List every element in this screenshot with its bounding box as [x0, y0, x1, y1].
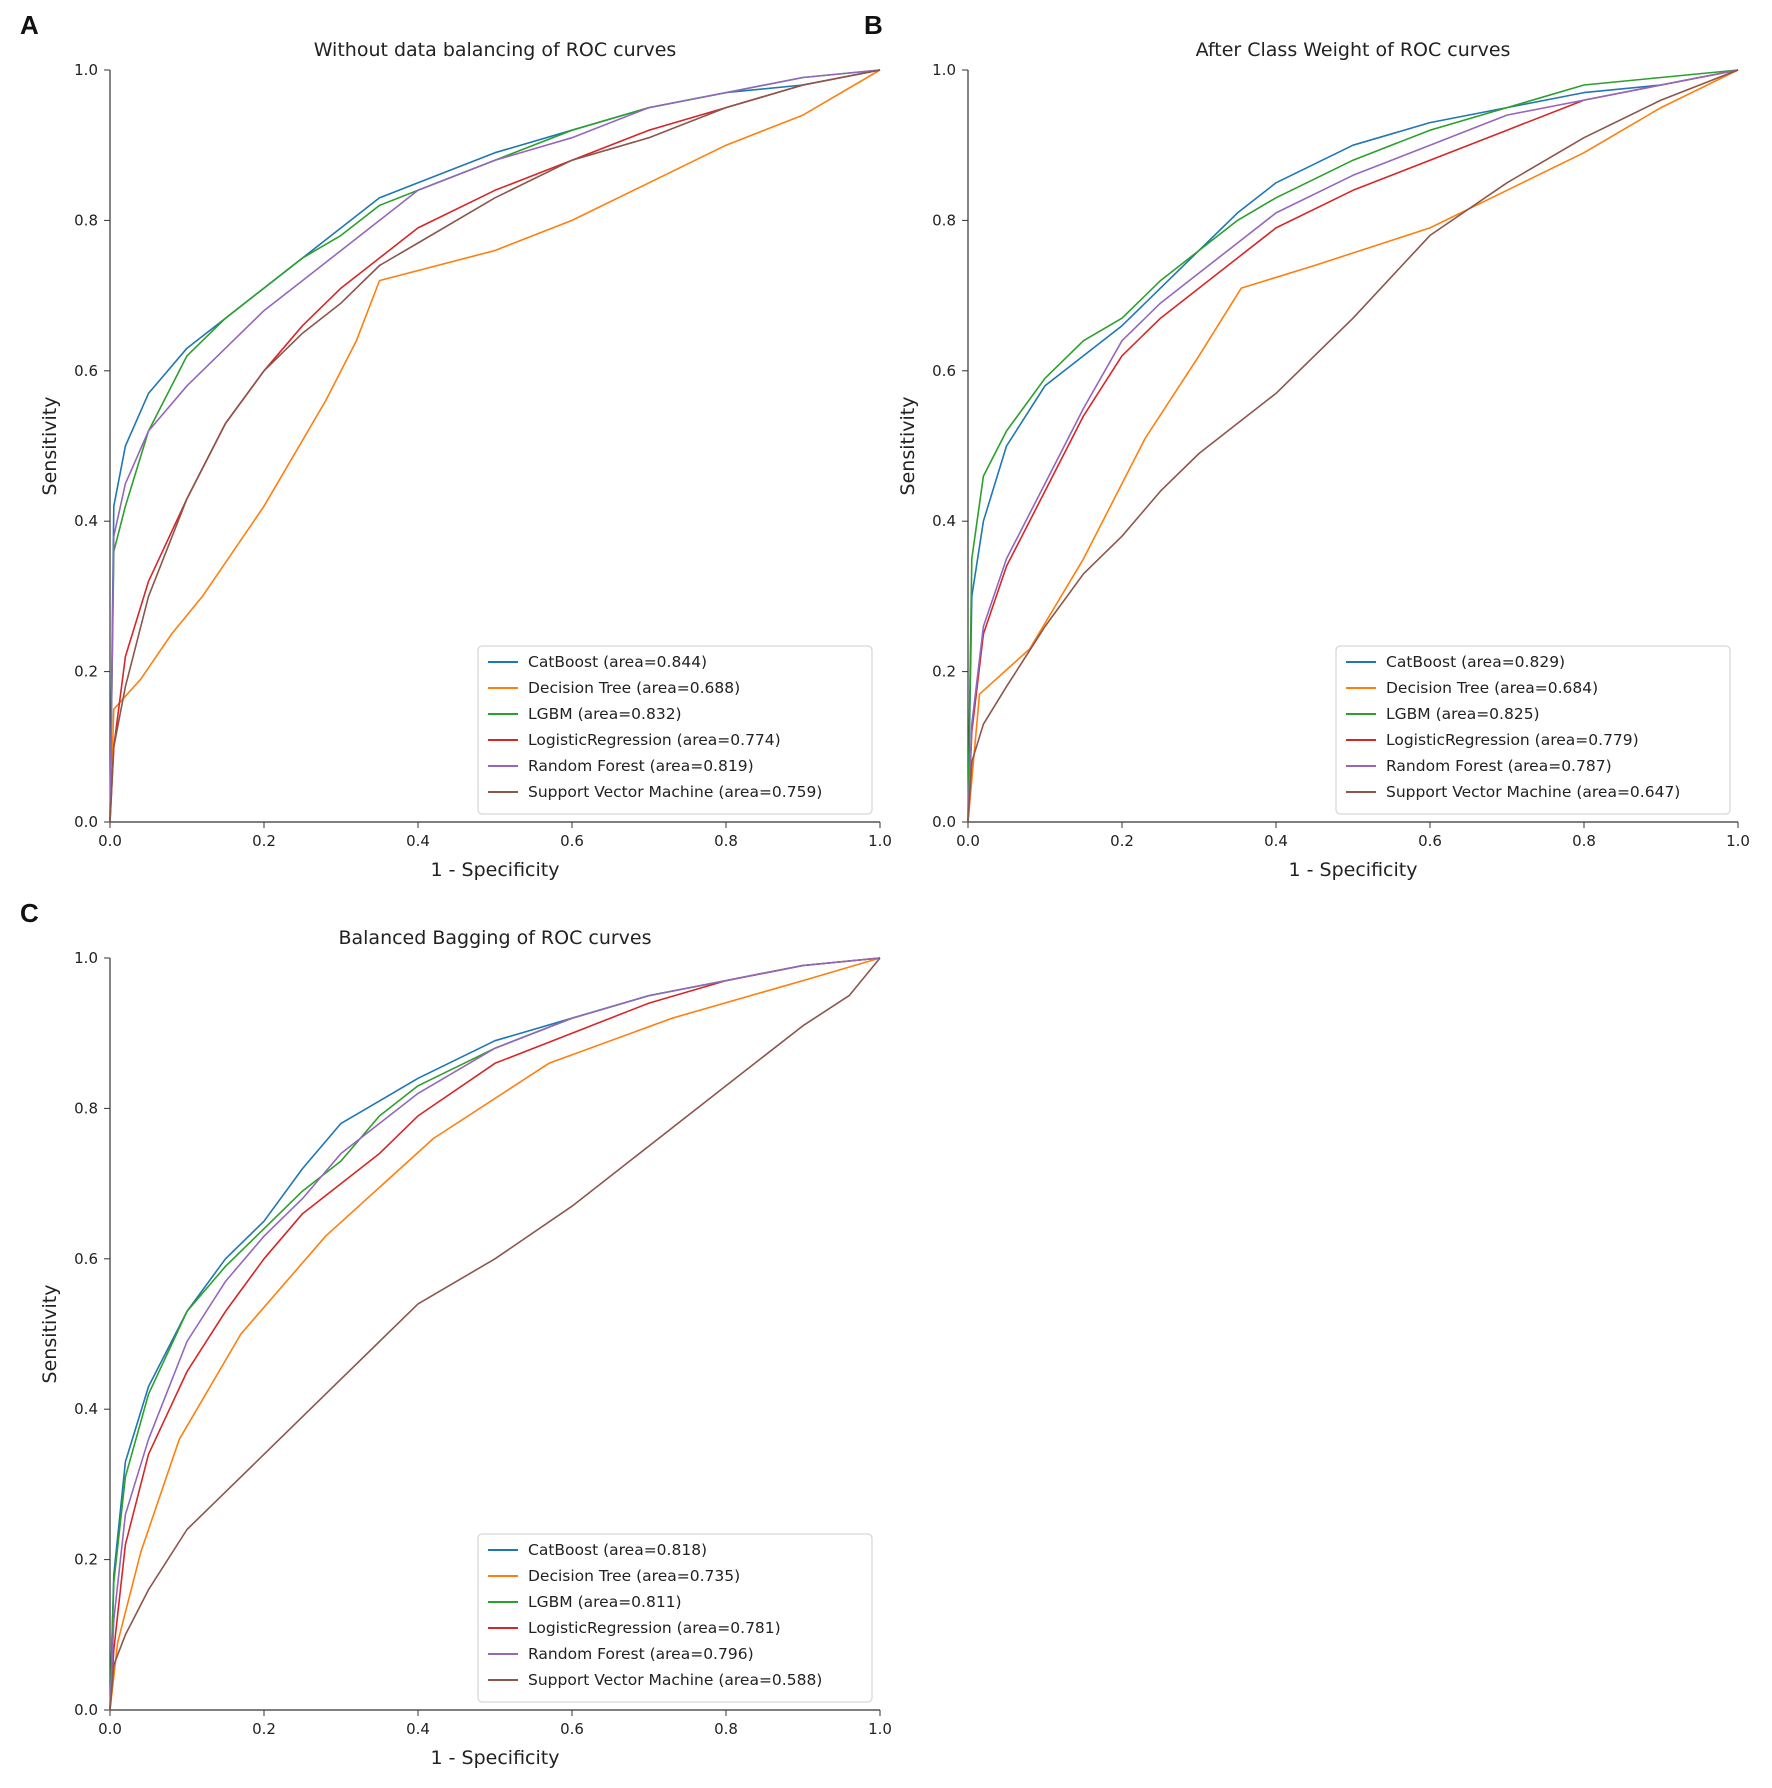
- y-tick-label: 1.0: [932, 61, 956, 79]
- legend-entry: LGBM (area=0.825): [1386, 705, 1540, 723]
- legend-entry: CatBoost (area=0.844): [528, 653, 707, 671]
- x-tick-label: 0.0: [98, 1720, 122, 1738]
- y-axis-label: Sensitivity: [39, 397, 61, 496]
- panel-label: B: [864, 10, 883, 40]
- x-tick-label: 1.0: [868, 832, 892, 850]
- y-axis-label: Sensitivity: [897, 397, 919, 496]
- y-tick-label: 1.0: [74, 949, 98, 967]
- legend-entry: LGBM (area=0.832): [528, 705, 682, 723]
- roc-line-logisticregression: [109, 957, 881, 1711]
- y-tick-label: 0.0: [74, 1701, 98, 1719]
- roc-chart-b: After Class Weight of ROC curves 0.0 0.2 0.…: [897, 39, 1750, 881]
- roc-line-support-vector-machine: [967, 69, 1739, 823]
- roc-chart-c: Balanced Bagging of ROC curves 0.0 0.2 0.4 0…: [39, 927, 892, 1769]
- legend-entry: Decision Tree (area=0.735): [528, 1567, 740, 1585]
- y-tick-label: 0.4: [74, 512, 98, 530]
- y-axis-label: Sensitivity: [39, 1285, 61, 1384]
- x-tick-label: 0.8: [1572, 832, 1596, 850]
- legend-box: [1335, 645, 1731, 815]
- x-tick-label: 0.8: [714, 832, 738, 850]
- x-tick-label: 0.4: [406, 1720, 430, 1738]
- y-tick-label: 0.8: [932, 211, 956, 229]
- x-tick-label: 0.4: [1264, 832, 1288, 850]
- chart-title: After Class Weight of ROC curves: [1196, 39, 1511, 61]
- y-tick-label: 0.6: [932, 362, 956, 380]
- roc-line-decision-tree: [109, 69, 881, 823]
- panel-a: A Without data balancing of ROC curves 0.…: [0, 0, 892, 890]
- x-tick-label: 0.6: [560, 832, 584, 850]
- y-tick-label: 1.0: [74, 61, 98, 79]
- legend-entry: CatBoost (area=0.829): [1386, 653, 1565, 671]
- roc-line-decision-tree: [109, 957, 881, 1711]
- legend-entry: LGBM (area=0.811): [528, 1593, 682, 1611]
- roc-line-decision-tree: [967, 69, 1739, 823]
- legend-entry: CatBoost (area=0.818): [528, 1541, 707, 1559]
- legend-entry: Random Forest (area=0.819): [528, 757, 754, 775]
- y-tick-label: 0.0: [74, 813, 98, 831]
- legend-entry: Random Forest (area=0.787): [1386, 757, 1612, 775]
- panel-c: C Balanced Bagging of ROC curves 0.0 0.2 0.…: [0, 888, 892, 1778]
- panel-label: C: [20, 898, 39, 928]
- x-tick-label: 0.0: [98, 832, 122, 850]
- roc-line-support-vector-machine: [109, 69, 881, 823]
- y-tick-label: 0.4: [932, 512, 956, 530]
- legend-entry: Decision Tree (area=0.688): [528, 679, 740, 697]
- x-axis-label: 1 - Specificity: [431, 1747, 560, 1769]
- y-tick-label: 0.8: [74, 211, 98, 229]
- roc-line-lgbm: [967, 69, 1739, 823]
- legend-entry: LogisticRegression (area=0.779): [1386, 731, 1639, 749]
- legend-box: [477, 1533, 873, 1703]
- roc-line-logisticregression: [109, 69, 881, 823]
- x-tick-label: 0.0: [956, 832, 980, 850]
- y-tick-label: 0.8: [74, 1099, 98, 1117]
- roc-line-random-forest: [109, 957, 881, 1711]
- legend-box: [477, 645, 873, 815]
- x-axis-label: 1 - Specificity: [1289, 859, 1418, 881]
- legend-entry: Decision Tree (area=0.684): [1386, 679, 1598, 697]
- y-tick-label: 0.2: [932, 663, 956, 681]
- x-tick-label: 0.6: [560, 1720, 584, 1738]
- legend-entry: LogisticRegression (area=0.781): [528, 1619, 781, 1637]
- roc-line-support-vector-machine: [109, 957, 881, 1711]
- legend-entry: Random Forest (area=0.796): [528, 1645, 754, 1663]
- chart-title: Balanced Bagging of ROC curves: [338, 927, 651, 949]
- y-tick-label: 0.0: [932, 813, 956, 831]
- x-tick-label: 0.2: [1110, 832, 1134, 850]
- x-tick-label: 1.0: [868, 1720, 892, 1738]
- x-axis-label: 1 - Specificity: [431, 859, 560, 881]
- panel-b: B After Class Weight of ROC curves 0.0 0.2…: [858, 0, 1750, 890]
- y-tick-label: 0.4: [74, 1400, 98, 1418]
- chart-title: Without data balancing of ROC curves: [314, 39, 677, 61]
- legend-entry: Support Vector Machine (area=0.759): [528, 783, 822, 801]
- y-tick-label: 0.6: [74, 362, 98, 380]
- x-tick-label: 0.8: [714, 1720, 738, 1738]
- legend-entry: Support Vector Machine (area=0.647): [1386, 783, 1680, 801]
- x-tick-label: 0.4: [406, 832, 430, 850]
- panel-label: A: [20, 10, 39, 40]
- roc-line-random-forest: [967, 69, 1739, 823]
- roc-line-logisticregression: [967, 69, 1739, 823]
- y-tick-label: 0.2: [74, 1551, 98, 1569]
- x-tick-label: 0.6: [1418, 832, 1442, 850]
- legend-entry: LogisticRegression (area=0.774): [528, 731, 781, 749]
- roc-line-random-forest: [109, 69, 881, 823]
- y-tick-label: 0.6: [74, 1250, 98, 1268]
- x-tick-label: 0.2: [252, 832, 276, 850]
- legend-entry: Support Vector Machine (area=0.588): [528, 1671, 822, 1689]
- x-tick-label: 0.2: [252, 1720, 276, 1738]
- y-tick-label: 0.2: [74, 663, 98, 681]
- x-tick-label: 1.0: [1726, 832, 1750, 850]
